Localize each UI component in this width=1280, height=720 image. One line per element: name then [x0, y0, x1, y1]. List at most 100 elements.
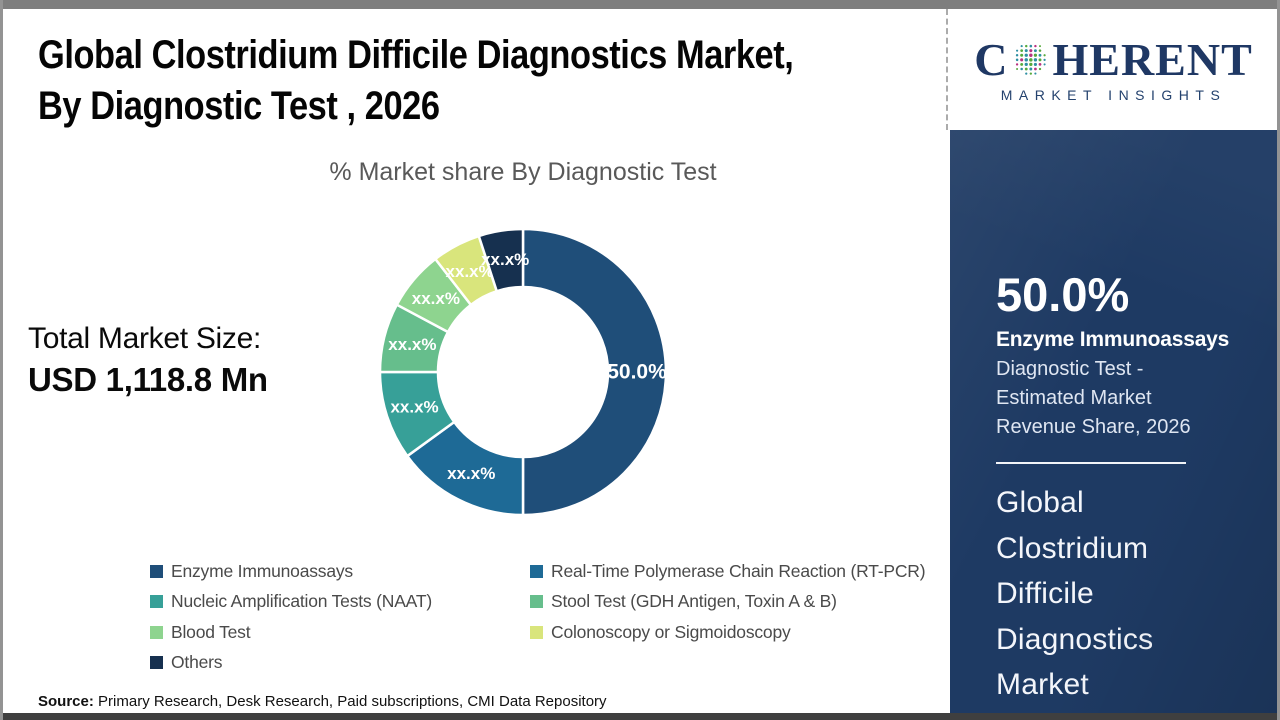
legend-item: Colonoscopy or Sigmoidoscopy [530, 622, 930, 643]
globe-dot [1020, 57, 1024, 61]
total-market-size-value: USD 1,118.8 Mn [28, 361, 268, 398]
globe-dot [1034, 53, 1038, 57]
legend-label: Nucleic Amplification Tests (NAAT) [171, 591, 432, 612]
page-title-line2: By Diagnostic Test , 2026 [38, 84, 440, 128]
frame-top-border [0, 0, 1280, 9]
total-market-size-block: Total Market Size: USD 1,118.8 Mn [28, 322, 268, 399]
globe-dot [1020, 53, 1024, 57]
donut-segment-label: xx.x% [481, 250, 529, 269]
legend-item: Blood Test [150, 622, 530, 643]
brand-logo-wordmark: C HERENT [974, 33, 1253, 85]
globe-dot [1030, 71, 1033, 75]
highlight-desc-line2: Estimated Market [996, 387, 1152, 410]
globe-dot [1039, 57, 1042, 61]
globe-dot [1044, 62, 1047, 65]
legend-swatch-icon [530, 595, 543, 609]
globe-dot [1029, 57, 1034, 62]
chart-title: % Market share By Diagnostic Test [329, 158, 717, 186]
globe-dot [1021, 44, 1024, 47]
highlight-value: 50.0% [996, 268, 1130, 321]
total-market-size-label: Total Market Size: [28, 322, 262, 355]
donut-segment-label: xx.x% [446, 262, 494, 281]
globe-dot [1039, 44, 1042, 47]
globe-dot [1034, 67, 1038, 70]
legend-swatch-icon [150, 656, 163, 670]
globe-dot [1016, 62, 1019, 66]
globe-dot [1034, 48, 1038, 52]
globe-dot [1043, 58, 1047, 61]
donut-segment [521, 227, 668, 517]
donut-segment-label: xx.x% [447, 464, 495, 483]
globe-dot [1020, 62, 1024, 66]
globe-dot [1029, 53, 1034, 57]
market-name-line4: Diagnostics [996, 622, 1154, 656]
globe-dot [1025, 53, 1029, 57]
page-title-line1: Global Clostridium Difficile Diagnostics… [38, 33, 794, 77]
legend-label: Enzyme Immunoassays [171, 560, 353, 581]
highlight-sidebar: 50.0% Enzyme Immunoassays Diagnostic Tes… [950, 130, 1277, 713]
globe-dot [1025, 57, 1029, 62]
globe-dot [1039, 67, 1042, 70]
brand-logo-subtitle: MARKET INSIGHTS [1000, 86, 1227, 103]
donut-segment-label: xx.x% [388, 335, 436, 354]
globe-dot [1025, 62, 1029, 66]
legend-swatch-icon [150, 564, 163, 578]
globe-dot [1030, 44, 1033, 47]
sidebar-market-name: Global Clostridium Difficile Diagnostics… [996, 480, 1257, 708]
donut-chart-svg: 50.0%xx.x%xx.x%xx.x%xx.x%xx.x%xx.x% [378, 227, 668, 517]
frame-bottom-border [0, 713, 1280, 720]
chart-legend: Enzyme Immunoassays Real-Time Polymerase … [150, 556, 930, 678]
globe-dot [1034, 57, 1038, 61]
globe-dot [1016, 58, 1019, 61]
globe-dot [1034, 62, 1038, 66]
globe-dot [1029, 62, 1033, 66]
sidebar-divider [996, 462, 1186, 465]
donut-segment-label: xx.x% [412, 289, 460, 308]
globe-dot [1034, 44, 1038, 47]
page-title: Global Clostridium Difficile Diagnostics… [38, 30, 916, 132]
brand-logo: C HERENT MARKET INSIGHTS [950, 9, 1277, 130]
globe-dot [1034, 72, 1037, 75]
source-label: Source: [38, 693, 94, 710]
legend-label: Real-Time Polymerase Chain Reaction (RT-… [551, 560, 926, 581]
source-note: Source: Primary Research, Desk Research,… [38, 693, 607, 710]
legend-item: Real-Time Polymerase Chain Reaction (RT-… [530, 561, 930, 582]
globe-dot [1020, 67, 1024, 70]
globe-dot [1043, 53, 1047, 56]
source-text: Primary Research, Desk Research, Paid su… [93, 693, 607, 710]
globe-dot [1025, 71, 1028, 75]
legend-label: Colonoscopy or Sigmoidoscopy [551, 621, 791, 642]
market-name-line3: Difficile [996, 577, 1094, 611]
globe-dot [1029, 48, 1033, 52]
globe-dot [1016, 53, 1019, 56]
donut-segment-label: xx.x% [390, 398, 438, 417]
globe-dot [1039, 48, 1042, 52]
frame-right-border [1277, 0, 1280, 720]
donut-segment [477, 227, 525, 293]
globe-dot [1016, 49, 1019, 52]
legend-item: Enzyme Immunoassays [150, 561, 530, 582]
legend-swatch-icon [530, 625, 543, 639]
brand-logo-rest: HERENT [1052, 33, 1253, 85]
market-name-line1: Global [996, 486, 1084, 520]
legend-label: Others [171, 652, 223, 673]
legend-label: Blood Test [171, 621, 251, 642]
legend-item: Nucleic Amplification Tests (NAAT) [150, 591, 530, 612]
globe-dot [1039, 53, 1042, 57]
legend-swatch-icon [530, 564, 543, 578]
legend-swatch-icon [150, 595, 163, 609]
brand-logo-c: C [974, 33, 1009, 85]
donut-chart: 50.0% xx.x% xx.x% xx.x% xx.x% xx.x% xx.x% [373, 222, 673, 522]
legend-item: Stool Test (GDH Antigen, Toxin A & B) [530, 591, 930, 612]
legend-item: Others [150, 652, 530, 673]
globe-dot [1025, 67, 1029, 70]
globe-dot [1025, 48, 1029, 52]
legend-swatch-icon [150, 625, 163, 639]
globe-dot [1016, 67, 1019, 70]
highlight-segment-label: Enzyme Immunoassays [996, 328, 1230, 352]
legend-label: Stool Test (GDH Antigen, Toxin A & B) [551, 591, 837, 612]
globe-dots-icon [1016, 44, 1047, 75]
donut-segment-label: 50.0% [607, 361, 667, 384]
globe-dot [1029, 67, 1033, 70]
